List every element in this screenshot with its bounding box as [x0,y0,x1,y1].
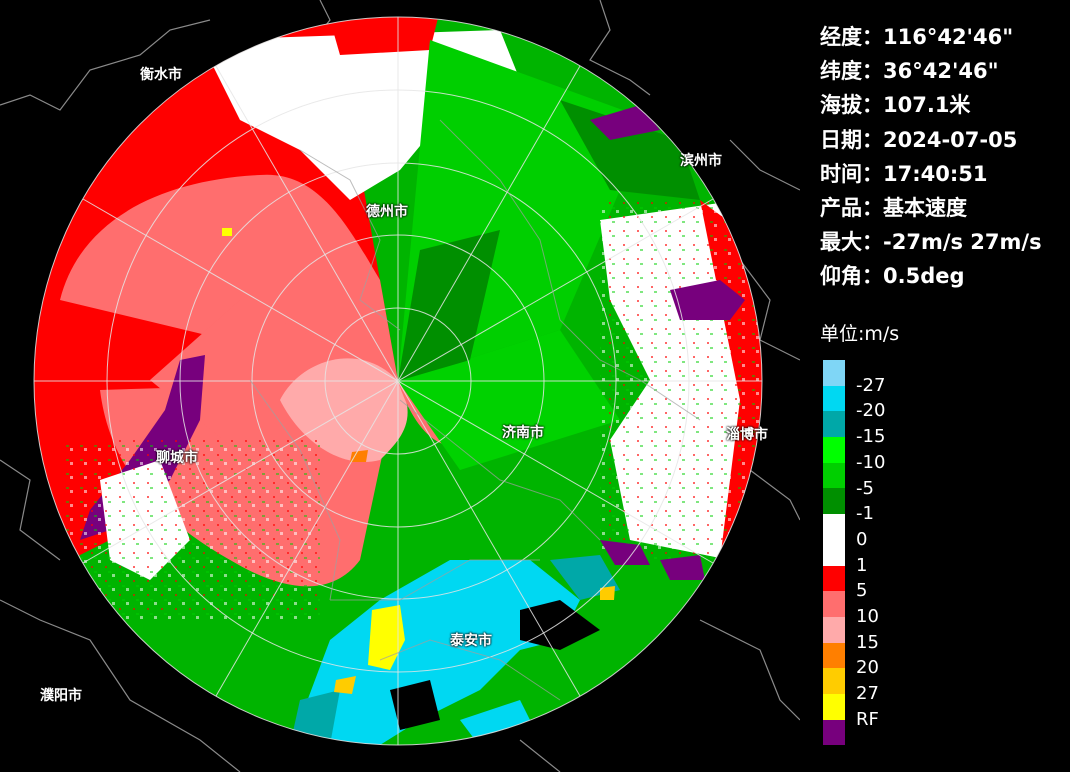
legend-tick-label: -1 [856,503,874,525]
legend-swatch-10 [823,616,845,643]
legend-tick-label: -5 [856,477,874,499]
admin-boundaries [0,0,800,772]
radar-info-panel: 经度：116°42'46" 纬度：36°42'46" 海拔：107.1米 日期：… [820,20,1065,294]
inner-boundaries [249,119,701,701]
city-label-puyang: 濮阳市 [40,688,82,704]
legend-tick-label: 15 [856,631,879,653]
max-label: 最大： [820,230,883,255]
city-label-binzhou: 滨州市 [680,153,722,169]
legend-title: 单位:m/s [820,323,900,345]
city-label-zibo: 淄博市 [726,427,768,443]
latitude-label: 纬度： [820,59,883,84]
info-elevation: 仰角：0.5deg [820,259,1065,293]
legend-tick-label: 27 [856,683,879,705]
legend-swatch-7 [823,539,845,566]
max-value: -27m/s 27m/s [883,230,1042,255]
altitude-value: 107.1米 [883,93,971,118]
legend-tick-label: 20 [856,657,879,679]
legend-swatch-1 [823,385,845,412]
legend-swatch-3 [823,437,845,463]
legend-tick-label: 1 [856,554,868,576]
legend-swatch-11 [823,642,845,669]
legend-swatch-4 [823,462,845,489]
legend-color-bar [823,360,845,746]
info-altitude: 海拔：107.1米 [820,88,1065,122]
legend-swatch-13 [823,693,845,720]
legend-swatch-14 [823,719,845,746]
info-longitude: 经度：116°42'46" [820,20,1065,54]
date-value: 2024-07-05 [883,127,1018,152]
info-product: 产品：基本速度 [820,191,1065,225]
legend-swatch-9 [823,591,845,617]
altitude-label: 海拔： [820,93,883,118]
legend-swatch-5 [823,488,845,515]
city-label-jinan: 济南市 [502,425,544,441]
legend-tick-label: 10 [856,606,879,627]
city-label-liaocheng: 聊城市 [156,450,198,466]
legend-tick-label: -10 [856,451,886,473]
product-label: 产品： [820,196,883,221]
info-max: 最大：-27m/s 27m/s [820,225,1065,259]
time-value: 17:40:51 [883,161,988,186]
city-label-hengshui: 衡水市 [140,67,182,83]
city-label-taian: 泰安市 [450,633,492,649]
velocity-legend: 单位:m/s -27 -20 -15 -10 -5 -1 0 1 5 10 15 20 27 RF [820,322,940,746]
legend-tick-label: 5 [856,580,868,602]
legend-tick-label: 0 [856,528,868,550]
legend-swatch-8 [823,565,845,592]
info-latitude: 纬度：36°42'46" [820,54,1065,88]
legend-tick-label: RF [856,708,879,730]
legend-tick-label: -20 [856,400,886,422]
legend-swatch-6 [823,514,845,540]
info-time: 时间：17:40:51 [820,157,1065,191]
velocity-field [34,17,762,745]
legend-swatch-2 [823,411,845,438]
legend-tick-label: -27 [856,374,886,396]
longitude-value: 116°42'46" [883,25,1014,49]
date-label: 日期： [820,127,883,152]
time-label: 时间： [820,161,883,186]
latitude-value: 36°42'46" [883,59,999,84]
info-date: 日期：2024-07-05 [820,123,1065,157]
legend-tick-label: -15 [856,426,886,448]
product-value: 基本速度 [883,196,967,221]
elevation-value: 0.5deg [883,264,965,289]
elevation-label: 仰角： [820,264,883,289]
radar-velocity-map [0,0,800,772]
city-label-dezhou: 德州市 [366,204,408,220]
legend-swatch-12 [823,668,845,694]
longitude-label: 经度： [820,25,883,49]
legend-swatch-0 [823,360,845,386]
